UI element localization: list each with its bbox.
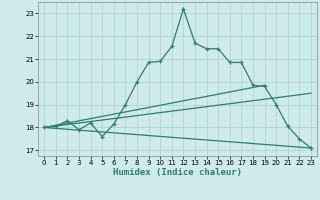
- X-axis label: Humidex (Indice chaleur): Humidex (Indice chaleur): [113, 168, 242, 177]
